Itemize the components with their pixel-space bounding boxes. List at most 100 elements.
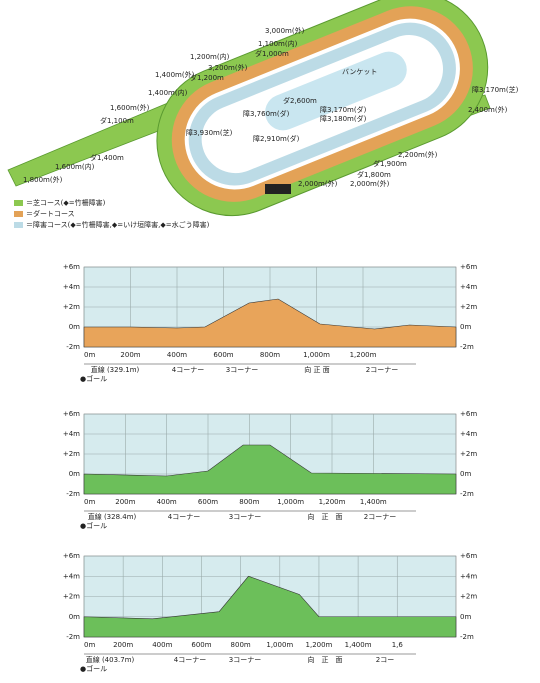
- segment-label: 3コーナー: [226, 366, 258, 374]
- y-tick-label: -2m: [66, 633, 80, 641]
- course-label: 障3,170m(ダ): [320, 105, 367, 114]
- x-tick-label: 1,000m: [277, 498, 304, 506]
- segment-label: 4コーナー: [174, 656, 206, 664]
- elevation-area: [83, 444, 457, 495]
- y2-tick-label: 0m: [460, 613, 471, 621]
- x-tick-label: 400m: [152, 641, 172, 649]
- y-tick-label: +4m: [63, 572, 80, 580]
- legend-swatch: [14, 200, 23, 206]
- course-label: 障3,170m(芝): [472, 85, 519, 94]
- y2-tick-label: 0m: [460, 323, 471, 331]
- pond: [265, 51, 407, 131]
- course-label: ダ1,000m: [255, 49, 289, 58]
- course-label: 2,000m(外): [350, 179, 390, 188]
- course-label: ダ1,800m: [357, 170, 391, 179]
- y2-tick-label: +4m: [460, 430, 477, 438]
- segment-label: 向 正 面: [308, 512, 343, 521]
- y-tick-label: 0m: [69, 470, 80, 478]
- course-label: ダ1,100m: [100, 116, 134, 125]
- y2-tick-label: 0m: [460, 470, 471, 478]
- y2-tick-label: +2m: [460, 450, 477, 458]
- y-tick-label: 0m: [69, 323, 80, 331]
- course-label: ダ1,400m: [90, 153, 124, 162]
- y2-tick-label: +2m: [460, 593, 477, 601]
- y2-tick-label: +2m: [460, 303, 477, 311]
- course-label: 障3,930m(芝): [186, 128, 233, 137]
- legend-label: ＝ダートコース: [26, 209, 75, 218]
- course-label: 2,200m(外): [398, 150, 438, 159]
- y-tick-label: +6m: [63, 263, 80, 271]
- y2-tick-label: -2m: [460, 490, 474, 498]
- y-tick-label: +6m: [63, 410, 80, 418]
- legend-swatch: [14, 211, 23, 217]
- course-label: 1,600m(外): [110, 103, 150, 112]
- x-tick-label: 0m: [84, 498, 95, 506]
- goal-box: [265, 184, 291, 194]
- x-tick-label: 1,200m: [319, 498, 346, 506]
- y-tick-label: +4m: [63, 430, 80, 438]
- y2-tick-label: +6m: [460, 552, 477, 560]
- goal-label: ●ゴール: [80, 374, 107, 383]
- course-label: バンケット: [342, 68, 377, 76]
- course-label: 1,100m(内): [258, 39, 298, 48]
- course-label: 1,200m(内): [190, 52, 230, 61]
- x-tick-label: 600m: [213, 351, 233, 359]
- y-tick-label: 0m: [69, 613, 80, 621]
- segment-label: 直線 (329.1m): [91, 365, 140, 374]
- x-tick-label: 1,000m: [266, 641, 293, 649]
- y-tick-label: +2m: [63, 593, 80, 601]
- x-tick-label: 800m: [231, 641, 251, 649]
- course-label: 1,800m(外): [23, 175, 63, 184]
- segment-label: 向 正 面: [304, 365, 329, 374]
- segment-label: 2コーナー: [364, 513, 396, 521]
- x-tick-label: 800m: [239, 498, 259, 506]
- course-label: 1,400m(外): [155, 70, 195, 79]
- segment-label: 直線 (328.4m): [88, 512, 137, 521]
- y-tick-label: +4m: [63, 283, 80, 291]
- goal-label: ゴール: [270, 184, 291, 193]
- y-tick-label: +2m: [63, 450, 80, 458]
- x-tick-label: 1,200m: [306, 641, 333, 649]
- course-label: 1,600m(内): [55, 162, 95, 171]
- y2-tick-label: +4m: [460, 283, 477, 291]
- x-tick-label: 1,6: [392, 641, 404, 649]
- segment-label: 4コーナー: [168, 513, 200, 521]
- x-tick-label: 400m: [157, 498, 177, 506]
- course-label: ダ2,600m: [283, 96, 317, 105]
- goal-label: ●ゴール: [80, 664, 107, 673]
- x-tick-label: 0m: [84, 641, 95, 649]
- course-label: 3,200m(外): [208, 63, 248, 72]
- course-label: 2,000m(外): [298, 179, 338, 188]
- x-tick-label: 200m: [120, 351, 140, 359]
- segment-label: 2コー: [376, 656, 394, 664]
- course-label: 3,000m(外): [265, 26, 305, 35]
- x-tick-label: 800m: [260, 351, 280, 359]
- legend-label: ＝障害コース(◆=竹柵障害,◆=いけ垣障害,◆=水ごう障害): [26, 220, 210, 229]
- elevation-area: [83, 298, 457, 348]
- y-tick-label: -2m: [66, 343, 80, 351]
- course-label: 2,400m(外): [468, 105, 508, 114]
- x-tick-label: 1,400m: [345, 641, 372, 649]
- legend-swatch: [14, 222, 23, 228]
- elevation-area: [83, 575, 457, 638]
- segment-label: 3コーナー: [229, 656, 261, 664]
- course-label: 障3,180m(ダ): [320, 114, 367, 123]
- x-tick-label: 400m: [167, 351, 187, 359]
- x-tick-label: 200m: [113, 641, 133, 649]
- course-label: ダ1,200m: [190, 73, 224, 82]
- y2-tick-label: -2m: [460, 633, 474, 641]
- course-label: ダ1,900m: [373, 159, 407, 168]
- course-label: 障3,760m(ダ): [243, 109, 290, 118]
- y2-tick-label: +4m: [460, 572, 477, 580]
- segment-label: 4コーナー: [172, 366, 204, 374]
- segment-label: 直線 (403.7m): [86, 655, 135, 664]
- course-label: 1,400m(内): [148, 88, 188, 97]
- x-tick-label: 1,000m: [303, 351, 330, 359]
- goal-label: ●ゴール: [80, 521, 107, 530]
- x-tick-label: 1,400m: [360, 498, 387, 506]
- x-tick-label: 200m: [115, 498, 135, 506]
- segment-label: 2コーナー: [366, 366, 398, 374]
- y-tick-label: +6m: [63, 552, 80, 560]
- segment-label: 向 正 面: [308, 655, 343, 664]
